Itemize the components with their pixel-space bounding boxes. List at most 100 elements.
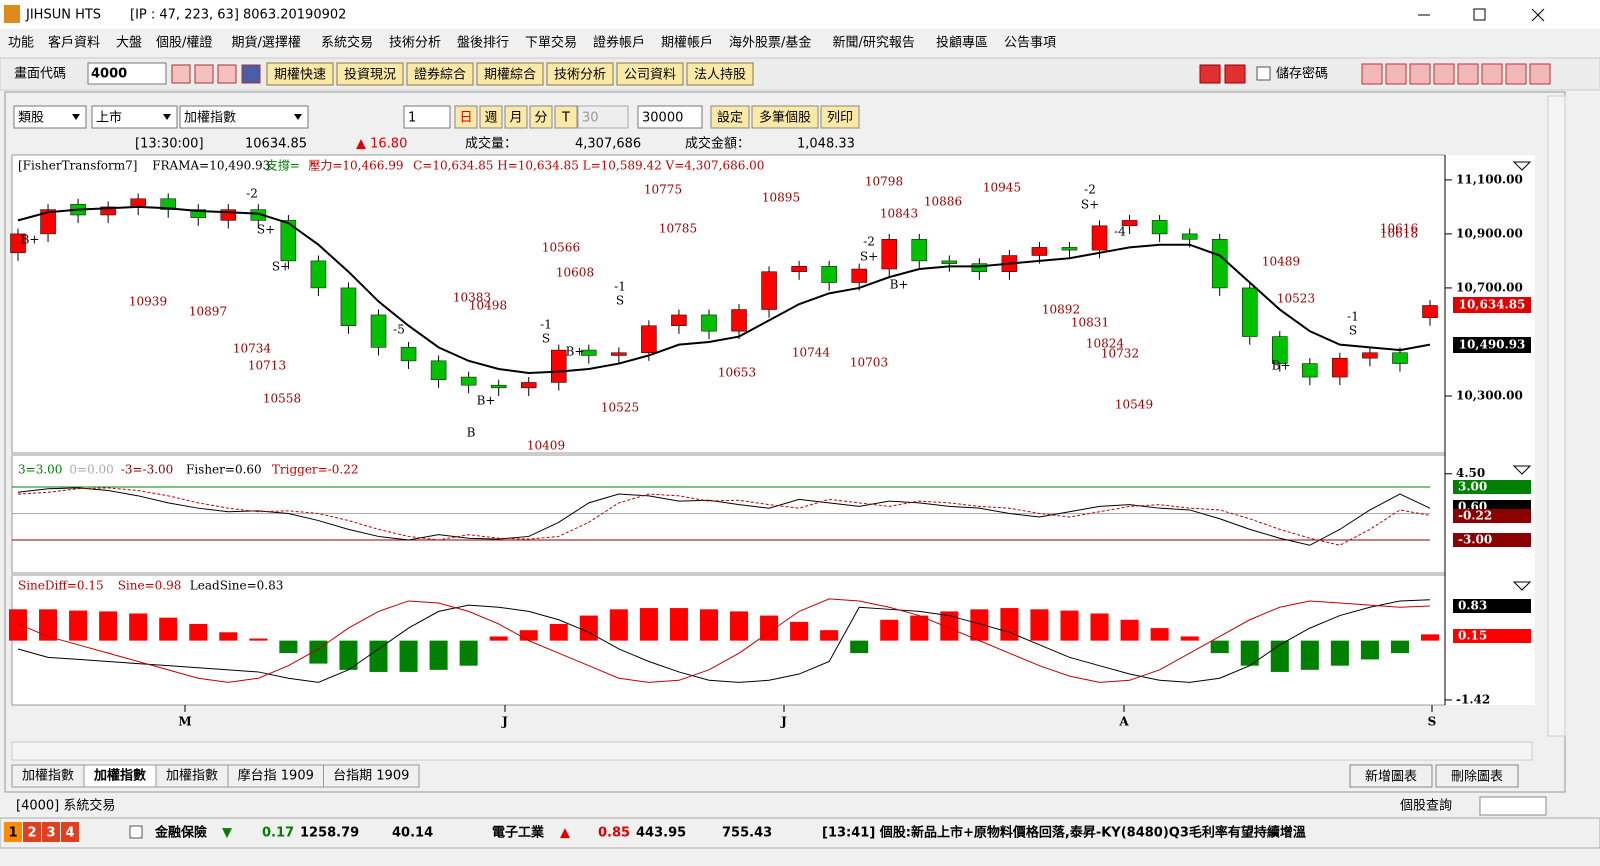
toolbar-button-box[interactable] <box>546 62 614 86</box>
chart-button-box[interactable] <box>820 105 860 129</box>
nav-button[interactable] <box>1224 64 1246 84</box>
toolbar-button-box[interactable] <box>336 62 404 86</box>
bars-input[interactable] <box>637 105 703 129</box>
tab-label[interactable]: 摩台指 1909 <box>238 768 314 784</box>
tab-label[interactable]: 加權指數 <box>22 769 74 784</box>
close[interactable] <box>1531 8 1545 22</box>
menu-item[interactable]: 期貨/選擇權 <box>232 35 301 51</box>
toolbar-button[interactable]: 期權快速 <box>274 68 326 83</box>
chart-action-box[interactable] <box>1435 764 1519 788</box>
period-button[interactable]: 週 <box>484 111 497 126</box>
page-label[interactable]: 4 <box>65 826 74 841</box>
page-button[interactable] <box>23 822 41 842</box>
menu-item[interactable]: 個股/權證 <box>156 35 212 51</box>
page-label[interactable]: 2 <box>27 826 36 841</box>
nav-button[interactable] <box>1199 64 1221 84</box>
menu-item[interactable]: 大盤 <box>116 36 142 51</box>
period-button[interactable]: 日 <box>459 111 472 126</box>
menu-item[interactable]: 期權帳戶 <box>661 36 713 51</box>
toolbar-button-box[interactable] <box>406 62 474 86</box>
status-checkbox[interactable] <box>129 825 143 839</box>
tab-label[interactable]: 台指期 1909 <box>333 769 409 784</box>
toolbar-button-box[interactable] <box>266 62 334 86</box>
tool-icon[interactable] <box>1385 63 1407 85</box>
minutes-value[interactable]: 30 <box>582 111 599 126</box>
toolbar-button[interactable]: 證券綜合 <box>414 67 466 83</box>
menu-item[interactable]: 技術分析 <box>389 36 441 51</box>
select-value[interactable]: 上市 <box>96 110 122 126</box>
maximize[interactable] <box>1473 8 1486 21</box>
toolbar-button[interactable]: 期權綜合 <box>484 68 536 83</box>
select-value[interactable]: 加權指數 <box>184 111 236 126</box>
chart-action[interactable]: 新增圖表 <box>1365 769 1417 785</box>
select[interactable] <box>91 105 178 129</box>
bars-value[interactable]: 30000 <box>642 111 683 126</box>
tool-icon[interactable] <box>1457 63 1479 85</box>
chart-button-box[interactable] <box>710 105 750 129</box>
save-checkbox[interactable] <box>1256 66 1271 81</box>
panel-menu-arrow[interactable] <box>1512 465 1532 475</box>
menu-item[interactable]: 下單交易 <box>525 35 577 51</box>
period-button[interactable]: T <box>561 111 570 126</box>
code-value[interactable]: 4000 <box>91 67 127 82</box>
menu-item[interactable]: 投顧專區 <box>936 35 988 51</box>
toolbar-button[interactable]: 公司資料 <box>624 68 676 83</box>
tool-icon[interactable] <box>1481 63 1503 85</box>
toolbar-button-box[interactable] <box>616 62 684 86</box>
period-button-box[interactable] <box>554 105 578 129</box>
lookup-input[interactable] <box>1479 796 1547 816</box>
menu-item[interactable]: 客戶資料 <box>48 35 100 51</box>
period-button[interactable]: 月 <box>509 111 522 126</box>
chart-button[interactable]: 列印 <box>827 111 853 126</box>
tool-icon[interactable] <box>194 64 214 84</box>
minutes-input[interactable] <box>577 105 629 129</box>
period-button-box[interactable] <box>529 105 553 129</box>
menu-item[interactable]: 新聞/研究報告 <box>833 35 915 51</box>
chart-action-box[interactable] <box>1349 764 1433 788</box>
page-label[interactable]: 1 <box>8 826 17 841</box>
tab[interactable] <box>323 764 420 788</box>
menu-item[interactable]: 公告事項 <box>1004 36 1056 51</box>
period-button-box[interactable] <box>479 105 503 129</box>
select-value[interactable]: 類股 <box>18 111 44 126</box>
tool-icon[interactable] <box>217 64 237 84</box>
chart-button[interactable]: 多筆個股 <box>759 110 811 126</box>
count-input[interactable] <box>403 105 451 129</box>
period-button[interactable]: 分 <box>534 111 547 126</box>
page-label[interactable]: 3 <box>46 826 55 841</box>
tool-icon[interactable] <box>1433 63 1455 85</box>
tool-icon[interactable] <box>1505 63 1527 85</box>
h-scrollbar[interactable] <box>11 741 1533 761</box>
tool-icon[interactable] <box>241 64 261 84</box>
page-button[interactable] <box>4 822 22 842</box>
menu-item[interactable]: 系統交易 <box>321 35 373 51</box>
panel-menu-arrow[interactable] <box>1512 161 1532 171</box>
code-input[interactable] <box>87 62 167 85</box>
menu-item[interactable]: 海外股票/基金 <box>729 35 811 51</box>
tool-icon[interactable] <box>171 64 191 84</box>
period-button-box[interactable] <box>504 105 528 129</box>
select[interactable] <box>179 105 309 129</box>
tool-icon[interactable] <box>1529 63 1551 85</box>
count-value[interactable]: 1 <box>408 111 416 126</box>
chart-button-box[interactable] <box>751 105 819 129</box>
page-button[interactable] <box>42 822 60 842</box>
period-button-box[interactable] <box>454 105 478 129</box>
panel-menu-arrow[interactable] <box>1512 581 1532 591</box>
page-button[interactable] <box>61 822 79 842</box>
tool-icon[interactable] <box>1409 63 1431 85</box>
toolbar-button-box[interactable] <box>686 62 754 86</box>
chart-action[interactable]: 刪除圖表 <box>1451 770 1503 785</box>
menu-item[interactable]: 證券帳戶 <box>593 35 645 51</box>
toolbar-button[interactable]: 法人持股 <box>694 68 746 83</box>
chart-button[interactable]: 設定 <box>717 110 743 126</box>
menu-item[interactable]: 功能 <box>8 36 34 51</box>
toolbar-button-box[interactable] <box>476 62 544 86</box>
toolbar-button[interactable]: 技術分析 <box>554 68 606 83</box>
tab-label[interactable]: 加權指數 <box>93 768 146 784</box>
menu-item[interactable]: 盤後排行 <box>457 36 509 51</box>
toolbar-button[interactable]: 投資現況 <box>344 67 396 83</box>
select[interactable] <box>13 105 87 129</box>
tool-icon[interactable] <box>1361 63 1383 85</box>
v-scrollbar[interactable] <box>1547 95 1566 737</box>
